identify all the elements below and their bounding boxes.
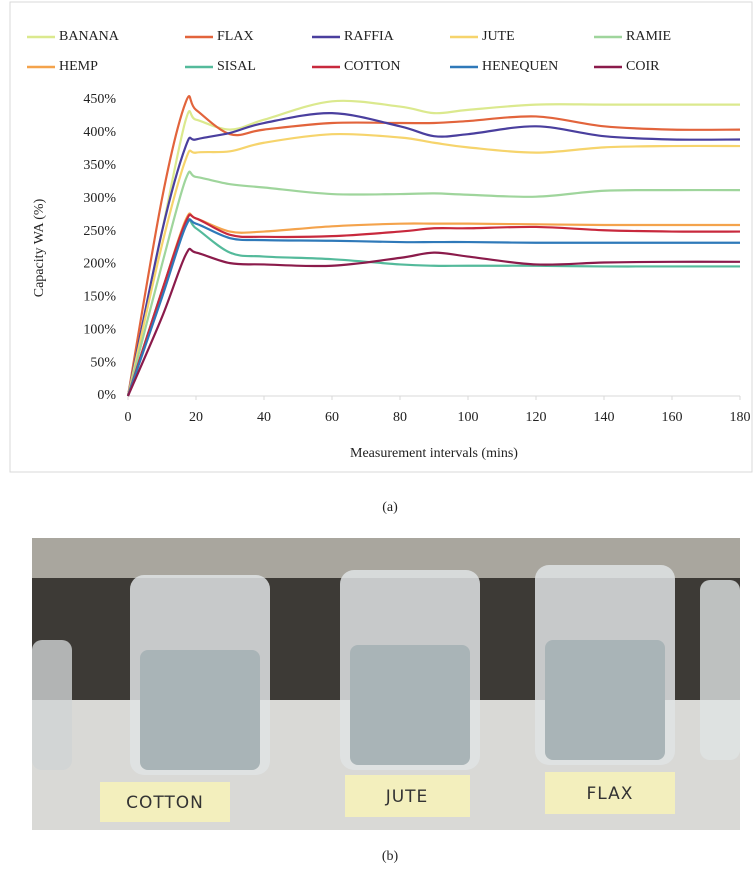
jug <box>700 580 740 760</box>
y-tick-label: 450% <box>83 92 116 107</box>
x-tick-label: 140 <box>594 410 615 425</box>
chart-frame <box>9 1 753 473</box>
y-tick-label: 400% <box>83 125 116 140</box>
series-line <box>126 95 741 397</box>
x-tick-label: 100 <box>458 410 479 425</box>
water <box>545 640 665 760</box>
label-card <box>100 782 230 822</box>
x-tick-label: 20 <box>189 410 203 425</box>
caption: (b) <box>382 849 399 864</box>
legend-label: HENEQUEN <box>482 59 558 74</box>
label-card <box>545 772 675 814</box>
water <box>350 645 470 765</box>
x-tick-label: 120 <box>526 410 547 425</box>
legend-label: COTTON <box>344 59 401 74</box>
x-tick-label: 180 <box>730 410 751 425</box>
x-tick-label: 80 <box>393 410 407 425</box>
y-tick-label: 50% <box>90 355 116 370</box>
x-tick-label: 60 <box>325 410 339 425</box>
x-tick-label: 160 <box>662 410 683 425</box>
y-tick-label: 100% <box>83 322 116 337</box>
series-line <box>126 132 741 397</box>
legend-label: FLAX <box>217 29 254 44</box>
y-axis-label: Capacity WA (%) <box>32 198 47 297</box>
photo-label: FLAX <box>587 784 634 804</box>
legend-label: JUTE <box>482 29 515 44</box>
y-tick-label: 200% <box>83 257 116 272</box>
x-axis-label: Measurement intervals (mins) <box>350 446 518 461</box>
x-tick-label: 40 <box>257 410 271 425</box>
series-line <box>126 247 741 397</box>
legend-label: RAFFIA <box>344 29 395 44</box>
series-line <box>126 112 741 397</box>
x-tick-label: 0 <box>125 410 132 425</box>
chart: 0% 50% 100% 150% 200% 250% 300% 350% 400% 450% 0 20… <box>27 29 751 461</box>
y-tick-label: 0% <box>97 388 116 403</box>
y-tick-label: 350% <box>83 158 116 173</box>
photo: COTTON JUTE FLAX <box>32 538 740 830</box>
caption: (a) <box>382 500 398 515</box>
series-line <box>126 170 741 397</box>
legend-label: SISAL <box>217 59 256 74</box>
legend-label: BANANA <box>59 29 120 44</box>
series-line <box>126 99 740 397</box>
legend-label: COIR <box>626 59 660 74</box>
legend-label: HEMP <box>59 59 98 74</box>
y-tick-label: 300% <box>83 191 116 206</box>
y-tick-label: 150% <box>83 290 116 305</box>
jug <box>32 640 72 770</box>
label-card <box>345 775 470 817</box>
legend-label: RAMIE <box>626 29 671 44</box>
series-line <box>126 213 741 397</box>
water <box>140 650 260 770</box>
series-line <box>126 218 740 397</box>
photo-label: COTTON <box>126 793 204 813</box>
photo-label: JUTE <box>385 787 429 807</box>
y-tick-label: 250% <box>83 224 116 239</box>
